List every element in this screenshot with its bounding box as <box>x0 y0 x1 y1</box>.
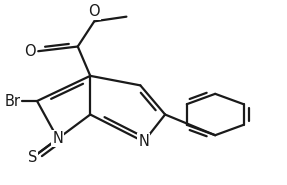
Text: S: S <box>28 150 37 165</box>
Text: N: N <box>53 131 63 146</box>
Text: N: N <box>138 134 149 149</box>
Text: O: O <box>88 4 100 19</box>
Text: O: O <box>24 44 35 59</box>
Text: Br: Br <box>5 94 21 109</box>
